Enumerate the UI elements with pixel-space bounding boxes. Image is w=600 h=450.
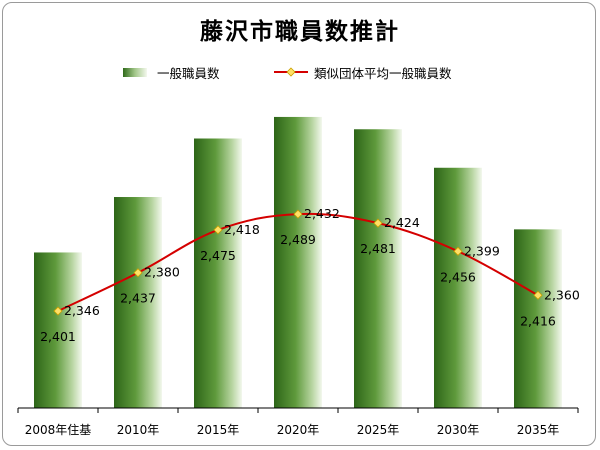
line-marker-3 (293, 209, 303, 219)
labels-layer: 2,401 2,346 2,437 2,380 2,475 2,418 2,489 2,432… (40, 206, 580, 344)
x-tick-label-6: 2035年 (517, 423, 560, 437)
chart-title: 藤沢市職員数推計 (200, 19, 400, 45)
line-value-label-0: 2,346 (64, 303, 100, 318)
legend: 一般職員数 類似団体平均一般職員数 (0, 62, 600, 82)
x-tick-label-5: 2030年 (437, 423, 480, 437)
line-value-label-2: 2,418 (224, 222, 260, 237)
line-marker-4 (373, 218, 383, 228)
axis-layer: 2008年住基 2010年 2015年 2020年 2025年 2030年 2035年 (17, 407, 579, 437)
bar-value-label-0: 2,401 (40, 329, 76, 344)
x-tick-label-0: 2008年住基 (25, 423, 92, 437)
line-value-label-1: 2,380 (144, 265, 180, 280)
line-value-label-6: 2,360 (544, 287, 580, 302)
bar-6 (514, 229, 562, 408)
legend-label-line: 類似団体平均一般職員数 (314, 65, 452, 81)
bar-3 (274, 116, 322, 408)
line-marker-1 (133, 268, 143, 278)
bar-5 (434, 167, 482, 408)
bar-2 (194, 138, 242, 408)
x-tick-label-1: 2010年 (117, 423, 160, 437)
x-tick-label-3: 2020年 (277, 423, 320, 437)
bar-value-label-4: 2,481 (360, 241, 396, 256)
bar-value-label-2: 2,475 (200, 248, 236, 263)
x-tick-label-4: 2025年 (357, 423, 400, 437)
line-value-label-3: 2,432 (304, 206, 340, 221)
line-marker-0 (53, 306, 63, 316)
line-value-label-4: 2,424 (384, 215, 420, 230)
bar-value-label-6: 2,416 (520, 313, 556, 328)
bar-4 (354, 129, 402, 408)
bar-value-label-1: 2,437 (120, 291, 156, 306)
bar-value-label-3: 2,489 (280, 232, 316, 247)
legend-swatch-bars (123, 67, 147, 77)
legend-label-bars: 一般職員数 (157, 65, 220, 81)
line-value-label-5: 2,399 (464, 243, 500, 258)
line-marker-2 (213, 225, 223, 235)
line-marker-6 (533, 290, 543, 300)
legend-swatch-line (274, 67, 308, 77)
x-tick-label-2: 2015年 (197, 423, 240, 437)
legend-item-line: 類似団体平均一般職員数 (274, 62, 452, 82)
bar-0 (34, 252, 82, 408)
bars-layer (34, 116, 562, 408)
line-layer (53, 209, 543, 316)
legend-item-bars: 一般職員数 (123, 62, 220, 82)
line-marker-5 (453, 246, 463, 256)
bar-1 (114, 197, 162, 408)
bar-value-label-5: 2,456 (440, 269, 476, 284)
